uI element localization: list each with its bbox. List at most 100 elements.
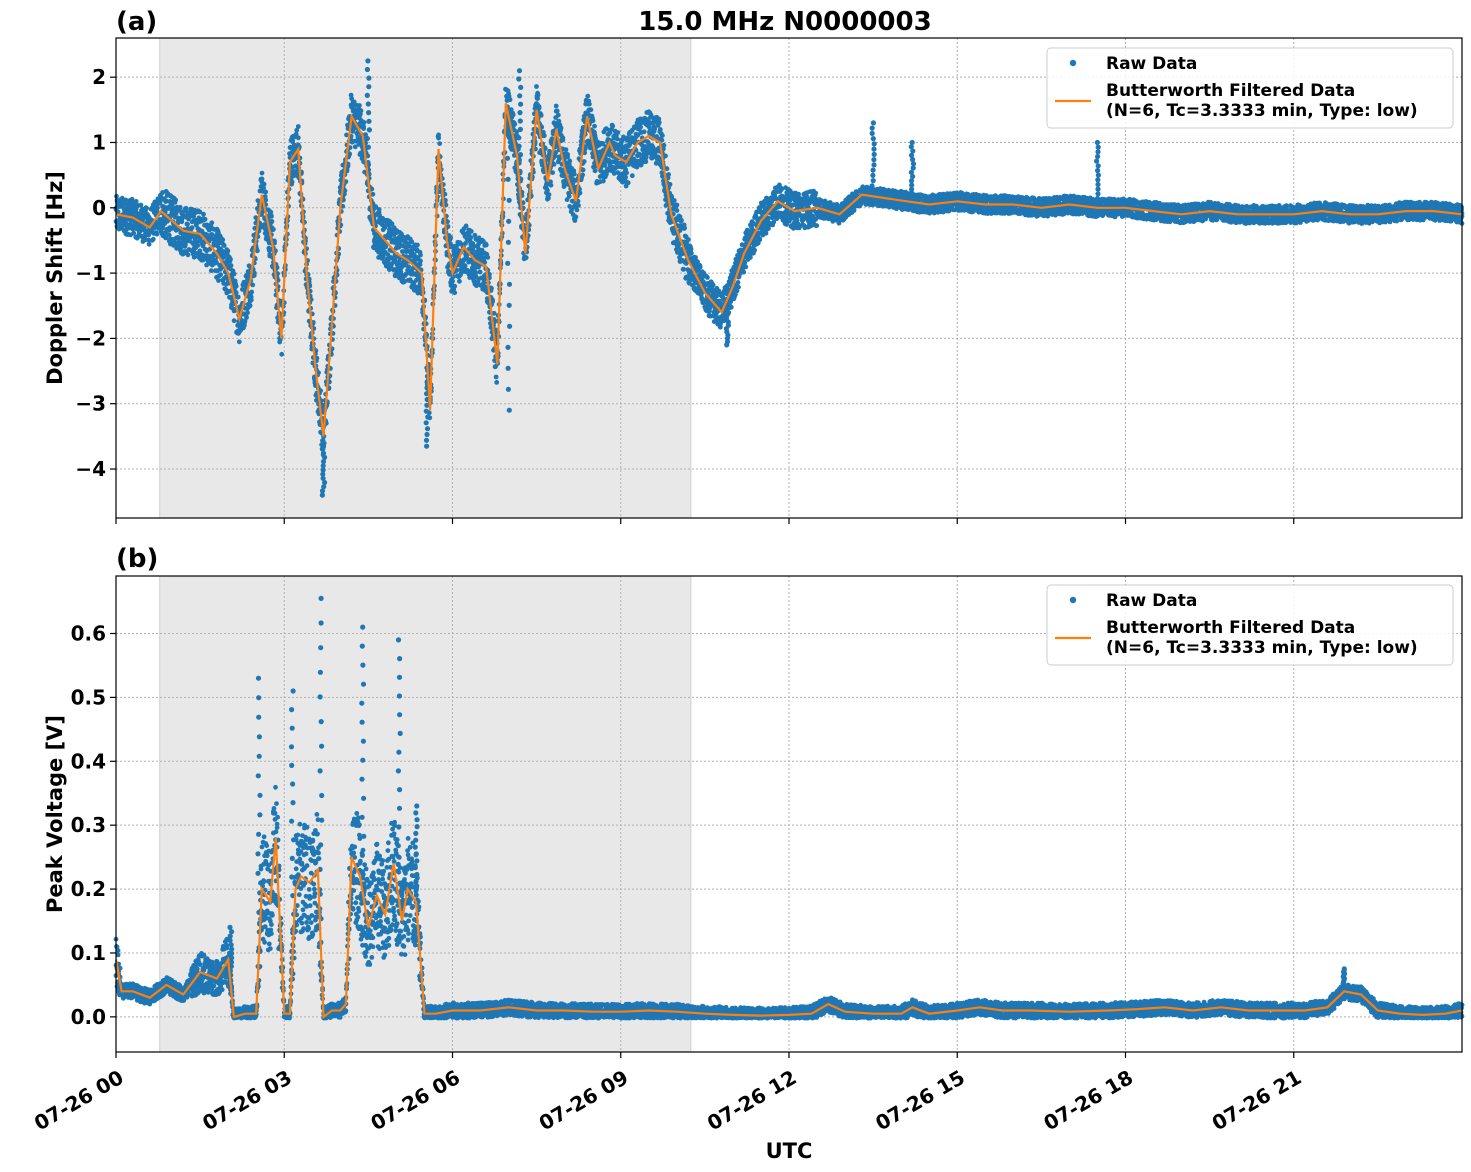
raw-data-point [541,133,547,139]
raw-data-point [376,207,382,212]
raw-data-point [244,315,249,320]
raw-data-point [587,101,592,107]
raw-data-point [131,230,137,236]
raw-data-point [757,236,763,242]
raw-data-point [636,151,642,157]
raw-data-point [138,202,144,208]
raw-data-point [657,127,663,132]
raw-data-point [224,262,230,268]
raw-data-point [263,189,269,195]
raw-data-point [392,258,398,263]
raw-data-point [201,211,206,217]
raw-data-point [674,202,680,208]
raw-data-point [183,205,189,211]
raw-data-point [345,163,351,169]
raw-data-point [214,260,219,265]
raw-data-point [735,280,741,285]
raw-data-point [705,275,710,280]
raw-data-point [248,294,254,300]
raw-data-point [150,236,156,242]
raw-data-point [638,124,643,130]
raw-data-point [155,205,160,211]
raw-data-point [660,133,665,139]
raw-data-point [269,219,275,224]
raw-data-point [457,278,462,284]
raw-data-point [796,191,801,197]
raw-data-point [185,221,190,227]
raw-data-point [279,351,285,357]
raw-data-point [115,209,121,215]
raw-data-point [231,271,237,277]
raw-data-point [157,199,163,205]
raw-data-point [574,207,580,213]
raw-data-point [380,255,386,260]
raw-data-point [563,147,569,153]
raw-data-point [225,248,231,254]
raw-data-point [448,235,453,240]
raw-data-point [268,209,274,215]
raw-data-point [163,198,169,204]
raw-data-point [361,126,366,131]
raw-data-point [576,203,581,208]
raw-data-point [170,204,175,210]
raw-data-point [263,197,269,203]
raw-data-point [267,252,273,257]
raw-data-point [344,132,349,138]
raw-data-point [236,339,242,345]
raw-data-point [652,126,657,132]
raw-data-point [352,144,358,150]
raw-data-point [590,118,596,124]
raw-data-point [295,135,301,141]
raw-data-point [752,247,757,253]
raw-data-point [233,283,239,289]
panel-a-tag: (a) [116,7,157,37]
raw-data-point [483,242,489,248]
raw-data-point [493,374,499,380]
raw-data-point [130,212,136,218]
raw-data-point [485,255,491,260]
raw-data-point [554,108,560,114]
raw-data-point [189,225,195,231]
raw-data-point [452,283,458,289]
raw-data-point [523,255,529,260]
raw-data-point [743,264,749,270]
raw-data-point [573,214,579,220]
raw-data-point [269,214,274,219]
raw-data-point [437,141,443,147]
raw-data-point [512,121,518,127]
raw-data-point [681,266,686,272]
raw-data-point [134,235,140,241]
raw-data-point [689,250,694,256]
raw-data-point [119,195,125,201]
raw-data-point [567,158,573,164]
raw-data-point [361,120,367,125]
raw-data-point [535,92,541,98]
raw-data-point [666,172,671,177]
raw-data-point [588,107,594,113]
raw-data-point [166,232,172,238]
raw-data-point [581,159,587,164]
raw-data-point [623,174,628,180]
raw-data-point [259,176,265,182]
raw-data-point [242,323,247,328]
raw-data-point [259,170,265,176]
raw-data-point [592,123,597,129]
raw-data-point [551,161,557,167]
raw-data-point [685,237,691,243]
raw-data-point [661,142,667,148]
raw-data-point [363,132,368,138]
raw-data-point [146,241,152,247]
raw-data-point [671,198,677,203]
raw-data-point [473,270,479,275]
raw-data-point [813,190,819,196]
raw-data-point [550,170,555,176]
raw-data-point [624,170,629,176]
raw-data-point [682,225,687,231]
raw-data-point [436,132,441,138]
raw-data-point [351,99,357,105]
raw-data-point [202,216,208,222]
raw-data-point [294,127,300,133]
raw-data-point [271,227,276,232]
raw-data-point [123,197,129,203]
